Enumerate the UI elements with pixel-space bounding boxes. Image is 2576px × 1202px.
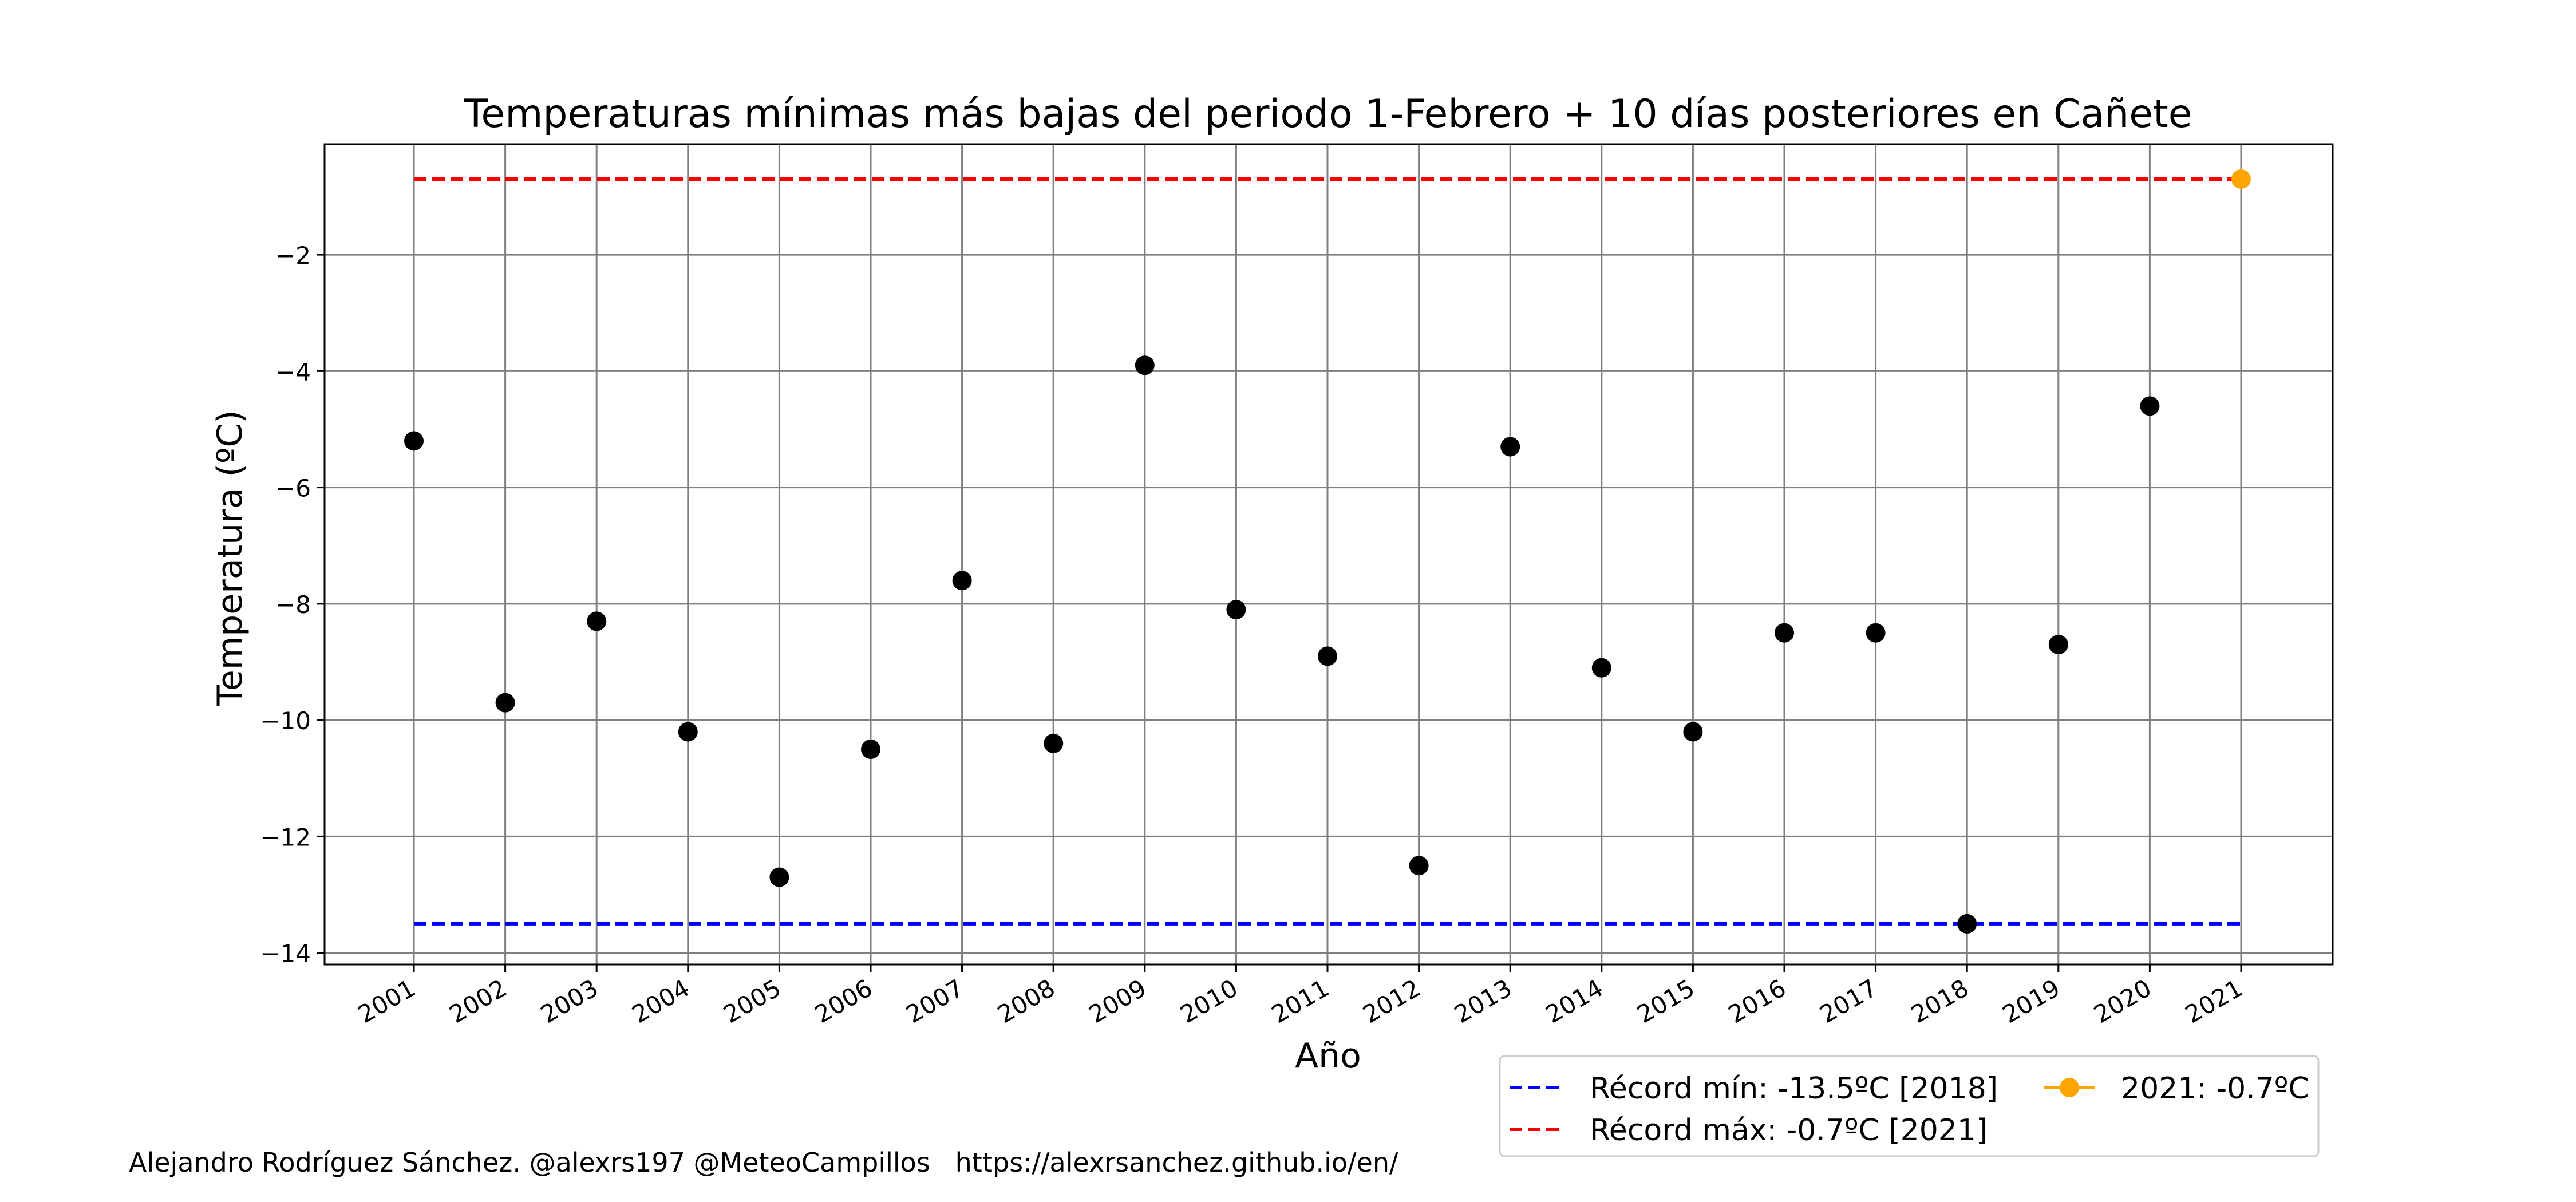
data-point [1591,658,1611,678]
x-tick-label: 2003 [536,974,603,1029]
data-point [404,431,424,451]
x-ticks: 2001 2002 2003 2004 2005 2006 2007 2008 2009 2010… [353,964,2247,1029]
data-point [495,693,515,713]
x-tick-label: 2008 [993,974,1060,1029]
x-tick-label: 2006 [810,974,877,1029]
x-tick-label: 2013 [1449,974,1516,1029]
y-tick-label: −2 [275,242,311,270]
x-tick-label: 2020 [2089,974,2156,1029]
legend-frame [1499,1055,2320,1157]
y-tick-label: −14 [260,940,311,968]
x-tick-label: 2002 [445,974,512,1029]
y-tick-label: −10 [260,707,311,735]
data-point [2140,396,2160,416]
data-point [861,739,880,759]
x-tick-label: 2019 [1998,974,2065,1029]
data-point [1318,646,1337,666]
x-tick-label: 2007 [902,974,969,1029]
x-tick-label: 2005 [718,974,785,1029]
data-point-2021 [2231,169,2251,189]
reference-lines [414,177,2241,926]
x-tick-label: 2016 [1724,974,1791,1029]
data-point [1044,733,1064,753]
x-tick-label: 2017 [1815,974,1882,1029]
data-point [1775,623,1794,643]
data-point [1866,623,1886,643]
x-tick-label: 2011 [1267,974,1334,1029]
y-tick-label: −4 [275,358,311,386]
chart-title: Temperaturas mínimas más bajas del perio… [463,92,2192,137]
y-tick-label: −12 [260,823,311,851]
data-point [587,611,607,631]
legend-label-record-max: Récord máx: -0.7ºC [2021] [1590,1113,1988,1148]
data-points [404,169,2251,934]
data-point [769,867,789,887]
data-point [1226,600,1246,620]
x-tick-label: 2010 [1175,974,1242,1029]
legend-label-record-min: Récord mín: -13.5ºC [2018] [1590,1071,1998,1106]
x-tick-label: 2015 [1632,974,1699,1029]
y-axis-label: Temperatura (ºC) [210,410,250,706]
y-ticks: −2 −4 −6 −8 −10 −12 −14 [260,242,325,968]
footer-credit: Alejandro Rodríguez Sánchez. @alexrs197 … [129,1147,1398,1178]
data-point [678,722,698,742]
data-point [952,571,972,591]
legend-label-2021: 2021: -0.7ºC [2121,1071,2309,1106]
data-point [2048,635,2068,655]
x-tick-label: 2001 [353,974,420,1029]
data-point [1683,722,1703,742]
legend: Récord mín: -13.5ºC [2018] Récord máx: -… [1499,1055,2320,1157]
y-tick-label: −8 [275,591,311,619]
x-tick-label: 2021 [2180,974,2247,1029]
data-point [1409,856,1429,876]
data-point [1957,914,1977,934]
data-point [1500,437,1520,457]
plot-frame [323,143,2334,966]
x-axis-label: Año [1295,1036,1361,1076]
x-tick-label: 2009 [1084,974,1151,1029]
x-tick-label: 2012 [1358,974,1425,1029]
x-tick-label: 2018 [1906,974,1973,1029]
x-tick-label: 2004 [627,974,694,1029]
legend-marker-2021-dot [2060,1078,2079,1097]
x-tick-label: 2014 [1541,974,1608,1029]
data-point [1135,355,1155,375]
grid [325,144,2333,964]
y-tick-label: −6 [275,475,311,503]
